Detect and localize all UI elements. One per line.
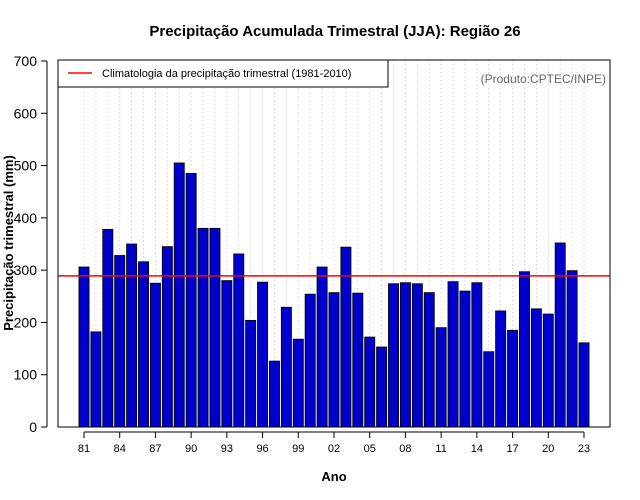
bar-1987 xyxy=(149,282,161,428)
bar-2022 xyxy=(566,270,578,428)
y-tick-label: 200 xyxy=(14,314,38,330)
grid-lines xyxy=(83,60,585,427)
y-axis: 0 100 200 300 400 500 600 700 xyxy=(14,53,48,435)
x-tick-label: 02 xyxy=(328,443,340,455)
y-tick-label: 400 xyxy=(14,210,38,226)
bar-2015 xyxy=(483,351,495,428)
bar-1983 xyxy=(102,228,114,428)
x-tick-label: 99 xyxy=(292,443,304,455)
bar-2006 xyxy=(376,346,388,428)
x-axis-label: Ano xyxy=(321,469,346,484)
bar-2016 xyxy=(495,310,507,428)
bar-2020 xyxy=(542,313,554,428)
y-tick-label: 500 xyxy=(14,158,38,174)
bar-2013 xyxy=(459,290,471,428)
legend-label: Climatologia da precipitação trimestral … xyxy=(102,68,351,80)
x-tick-label: 87 xyxy=(149,443,161,455)
bar-1997 xyxy=(269,360,280,428)
x-tick-label: 20 xyxy=(542,443,554,455)
bar-2021 xyxy=(554,242,566,428)
y-tick-label: 100 xyxy=(14,367,38,383)
bar-1981 xyxy=(78,266,90,428)
x-tick-label: 81 xyxy=(78,443,90,455)
bar-1985 xyxy=(126,243,138,428)
bar-2000 xyxy=(304,293,316,428)
x-tick-label: 23 xyxy=(578,443,590,455)
x-tick-label: 17 xyxy=(506,443,518,455)
bar-2007 xyxy=(388,283,399,428)
bar-1995 xyxy=(245,319,257,428)
bar-1989 xyxy=(173,162,185,428)
bar-2009 xyxy=(411,283,423,428)
bar-2014 xyxy=(471,282,483,428)
x-tick-label: 08 xyxy=(399,443,411,455)
bar-1982 xyxy=(90,331,102,428)
bar-1996 xyxy=(257,281,269,428)
bar-2003 xyxy=(340,246,352,428)
bar-1992 xyxy=(209,227,221,428)
bar-2005 xyxy=(364,336,376,428)
y-tick-label: 700 xyxy=(14,53,38,69)
y-tick-label: 600 xyxy=(14,105,38,121)
bar-1986 xyxy=(138,261,149,428)
source-label: (Produto:CPTEC/INPE) xyxy=(481,72,606,86)
legend: Climatologia da precipitação trimestral … xyxy=(57,59,389,88)
bar-1984 xyxy=(114,255,126,428)
y-tick-label: 0 xyxy=(29,419,37,435)
bar-1993 xyxy=(221,280,233,428)
bars xyxy=(78,162,590,428)
x-axis: 81 84 87 90 93 96 99 02 05 08 11 14 17 20 23 xyxy=(78,431,590,455)
legend-box xyxy=(57,59,389,88)
x-tick-label: 96 xyxy=(256,443,268,455)
x-tick-label: 84 xyxy=(114,443,126,455)
x-tick-label: 05 xyxy=(364,443,376,455)
bar-2001 xyxy=(316,266,328,428)
bar-2017 xyxy=(507,329,519,428)
bar-1999 xyxy=(292,338,304,428)
bar-1991 xyxy=(197,227,209,428)
bar-2018 xyxy=(519,271,530,428)
x-tick-label: 93 xyxy=(221,443,233,455)
x-tick-label: 14 xyxy=(471,443,483,455)
y-axis-label: Precipitação trimestral (mm) xyxy=(1,155,16,331)
bar-2004 xyxy=(352,292,364,428)
y-tick-label: 300 xyxy=(14,262,38,278)
bar-2023 xyxy=(578,342,590,428)
bar-1994 xyxy=(233,253,245,428)
bar-2011 xyxy=(435,327,447,428)
chart-title: Precipitação Acumulada Trimestral (JJA):… xyxy=(149,23,520,40)
bar-2012 xyxy=(447,281,459,428)
bar-1990 xyxy=(185,173,197,428)
bar-2008 xyxy=(399,282,411,428)
x-tick-label: 11 xyxy=(435,443,446,455)
x-tick-label: 90 xyxy=(185,443,197,455)
bar-2002 xyxy=(328,292,340,428)
bar-2019 xyxy=(530,308,542,428)
bar-2010 xyxy=(423,292,435,428)
bar-1988 xyxy=(161,246,173,428)
bar-1998 xyxy=(280,306,292,428)
